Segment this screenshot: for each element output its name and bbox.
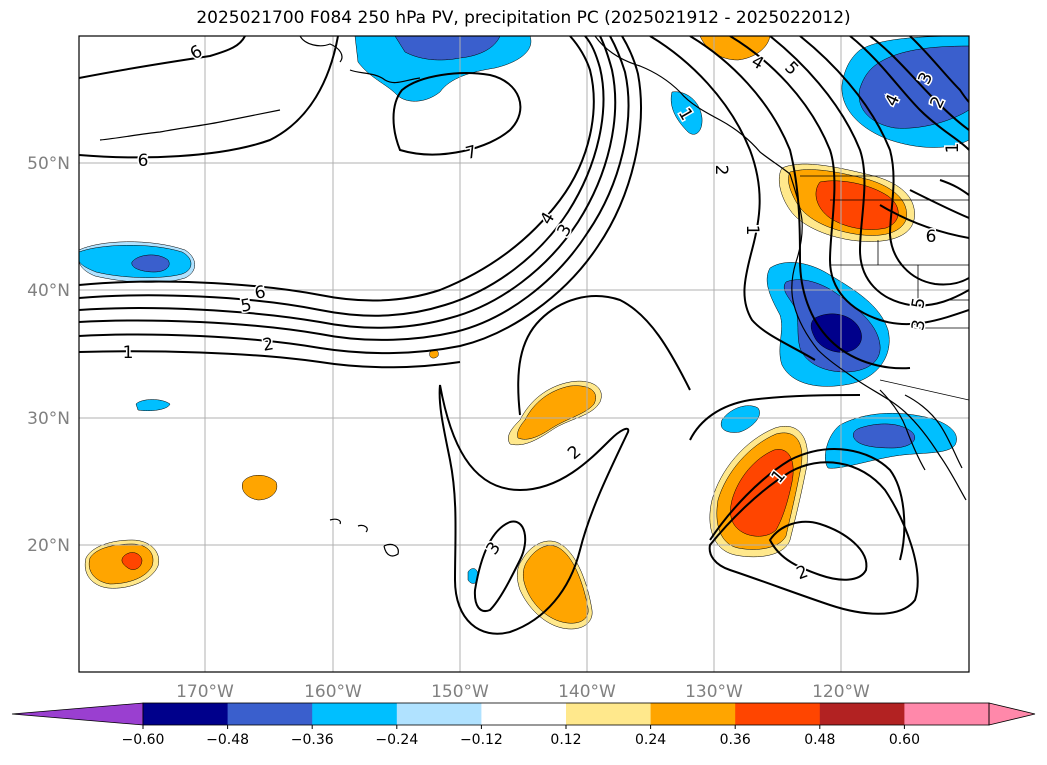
colorbar-segment (481, 703, 567, 725)
pv-contour-south-inner (768, 520, 868, 581)
pv-contour-canada (849, 36, 969, 151)
pv-contour-pnw (939, 179, 969, 196)
pv-contour-canada-3 (909, 36, 969, 103)
colorbar-tick-label: −0.12 (460, 732, 503, 748)
pv-contour-label: 5 (239, 295, 253, 317)
colorbar-tick-label: −0.36 (291, 732, 334, 748)
colorbar-extend-high (988, 702, 1036, 726)
latitude-labels: 50°N 40°N 30°N 20°N (27, 154, 70, 556)
map-frame (78, 35, 970, 673)
pv-contour-label: 1 (943, 143, 963, 154)
longitude-label: 130°W (685, 682, 743, 702)
pv-contour-6-west (79, 36, 339, 159)
pos-anomaly-mid-pac (517, 385, 596, 440)
latitude-label: 30°N (27, 409, 70, 429)
pv-contour-ridge-3 (79, 36, 617, 329)
colorbar-segment (227, 703, 313, 725)
latitude-label: 40°N (27, 281, 70, 301)
pv-contour-label: 1 (742, 225, 762, 236)
neg-anomaly-west-core (131, 254, 170, 273)
pv-contour-sub-1 (517, 295, 691, 416)
colorbar-tick-label: −0.24 (375, 732, 418, 748)
pv-contour-subtrop-1 (689, 394, 861, 441)
pos-anomaly-south (523, 545, 589, 624)
colorbar-segment (819, 703, 905, 725)
pv-contour-trough-east (649, 36, 816, 361)
colorbar-extend-low (11, 702, 144, 726)
pv-contour-ridge-5 (79, 36, 642, 355)
longitude-label: 120°W (812, 682, 870, 702)
colorbar-tick-label: 0.24 (635, 732, 666, 748)
pv-contour-label: 3 (908, 318, 930, 332)
colorbar-tick-label: −0.60 (122, 732, 165, 748)
colorbar-tick-label: 0.12 (550, 732, 581, 748)
longitude-label: 150°W (431, 682, 489, 702)
pos-anomaly-sw-core (121, 552, 143, 570)
colorbar: −0.60 −0.48 −0.36 −0.24 −0.12 0.12 0.24 0.36 0.4… (11, 702, 1036, 748)
latitude-label: 50°N (27, 154, 70, 174)
longitude-label: 170°W (176, 682, 234, 702)
pv-contour-south-2 (708, 461, 919, 615)
colorbar-segment (396, 703, 482, 725)
longitude-label: 140°W (558, 682, 616, 702)
pv-contour-label: 6 (926, 227, 937, 247)
pv-contour-pnw-2 (909, 189, 969, 219)
colorbar-tick-label: 0.60 (889, 732, 920, 748)
pv-contour-ridge-4 (79, 36, 630, 341)
pv-contour-1-west (79, 350, 461, 369)
colorbar-tick-label: −0.48 (206, 732, 249, 748)
colorbar-segment (312, 703, 398, 725)
figure-title: 2025021700 F084 250 hPa PV, precipitatio… (196, 8, 851, 28)
neg-anomaly-baja-core (853, 423, 916, 449)
pv-contour-7 (392, 72, 522, 156)
latitude-label: 20°N (27, 536, 70, 556)
pv-contour-cutoff-2 (438, 384, 630, 635)
colorbar-segment (650, 703, 736, 725)
pos-anomaly-pnw-core (815, 180, 899, 230)
pv-contour-label: 6 (138, 151, 149, 171)
colorbar-tick-label: 0.36 (720, 732, 751, 748)
neg-anomaly-small-3 (135, 399, 171, 411)
longitude-label: 160°W (304, 682, 362, 702)
pv-contours (79, 36, 969, 635)
pv-contour-trough-east-4 (769, 36, 969, 307)
pv-contour-label: 5 (908, 296, 930, 310)
pv-contour-label: 6 (253, 282, 267, 304)
pv-contour-label: 1 (123, 343, 134, 363)
neg-anomaly-small-1 (720, 405, 760, 433)
neg-anomaly-alaska (354, 36, 532, 102)
pv-contour-ridge-2 (79, 36, 605, 317)
precip-pc-shading (79, 36, 969, 630)
pv-contour-trough-east-5 (799, 36, 969, 286)
colorbar-tick-label: 0.48 (804, 732, 835, 748)
pv-contour-trough-east-2 (689, 36, 911, 370)
neg-anomaly-bc (670, 91, 703, 135)
colorbar-segment (143, 703, 229, 725)
pv-contour-label: 2 (261, 334, 275, 356)
colorbar-segment (904, 703, 990, 725)
pv-contour-label: 2 (711, 165, 731, 176)
coastlines (99, 36, 967, 557)
pos-anomaly-small-4 (242, 475, 278, 501)
pv-contour-pnw-3 (879, 204, 969, 239)
pv-contour-canada-2 (869, 36, 969, 131)
colorbar-segment (735, 703, 821, 725)
pv-contour-south-1 (709, 448, 906, 561)
colorbar-segment (566, 703, 652, 725)
pv-contour-ridge-1 (79, 36, 595, 302)
longitude-labels: 170°W 160°W 150°W 140°W 130°W 120°W (176, 682, 870, 702)
pv-contour-cutoff-3 (473, 520, 527, 612)
pv-contour-trough-east-3 (729, 36, 969, 326)
pv-contour-6-north (79, 36, 246, 79)
political-borders (800, 175, 969, 401)
